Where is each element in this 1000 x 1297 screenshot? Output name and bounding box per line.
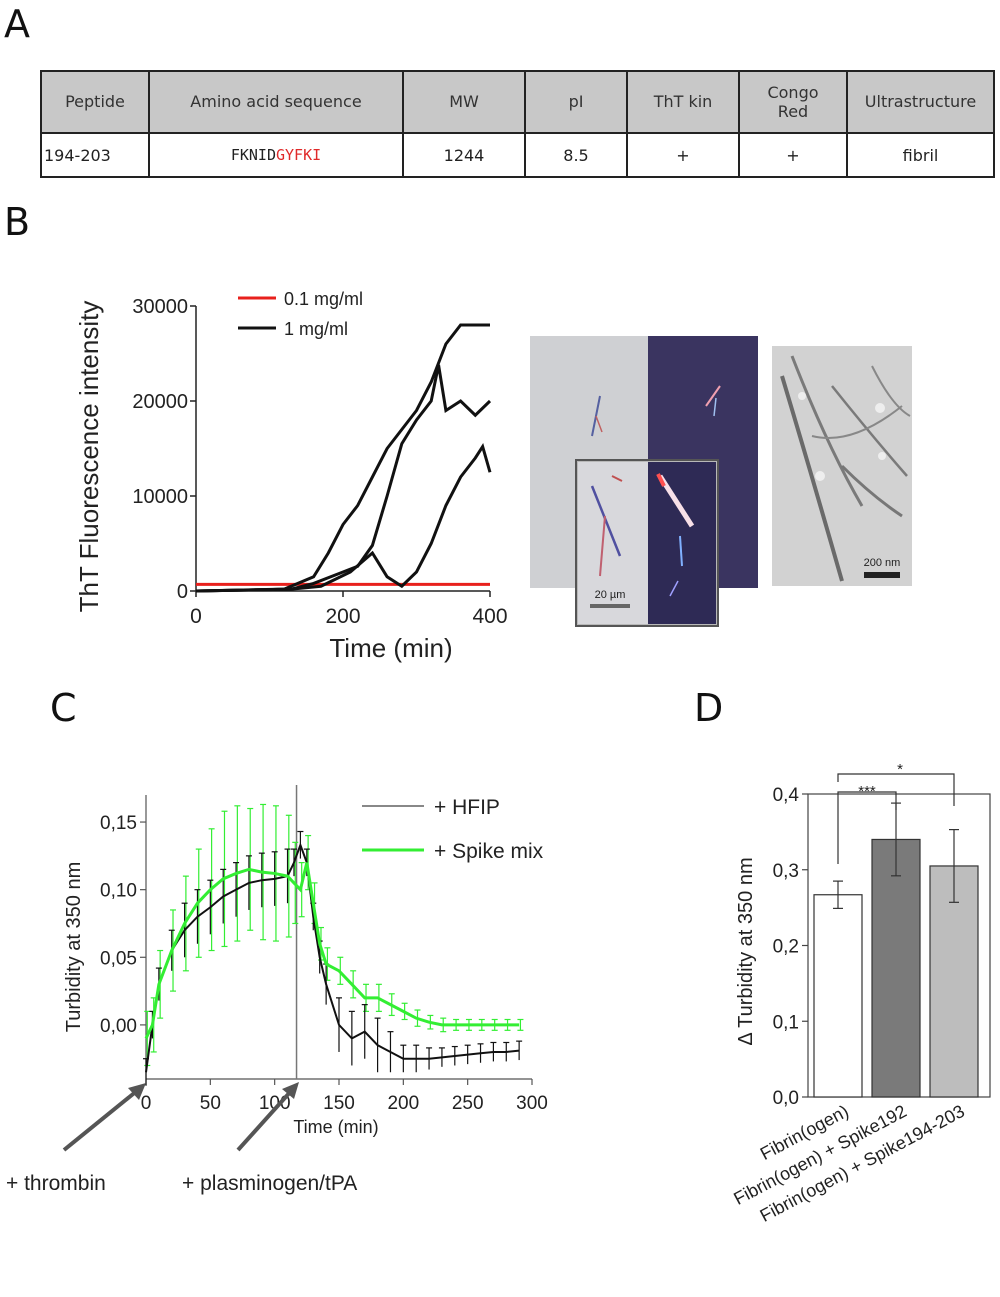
y-tick-label: 20000: [132, 391, 188, 413]
table-header-row: Peptide Amino acid sequence MW pI ThT ki…: [40, 70, 995, 134]
series-line: [195, 323, 490, 593]
cell-sequence: FKNIDGYFKI: [148, 132, 404, 178]
y-tick-label: 0,00: [100, 1016, 137, 1037]
y-tick-label: 0,05: [100, 948, 137, 969]
series-line: [144, 862, 520, 1040]
col-header: Congo Red: [738, 70, 848, 134]
col-header: ThT kin: [626, 70, 740, 134]
bar: [871, 838, 921, 1098]
sig-label: ***: [858, 783, 876, 800]
series-line: [195, 443, 492, 593]
y-tick-label: 0,10: [100, 881, 137, 902]
col-header: pI: [524, 70, 628, 134]
micrograph-em: 200 nm: [772, 346, 912, 586]
cell-ultra: fibril: [846, 132, 995, 178]
col-header: Amino acid sequence: [148, 70, 404, 134]
scale-bar-label: 200 nm: [864, 557, 901, 569]
cell-mw: 1244: [402, 132, 526, 178]
cell-pi: 8.5: [524, 132, 628, 178]
cell-peptide: 194-203: [40, 132, 150, 178]
series-line: [145, 842, 520, 1073]
col-header: Peptide: [40, 70, 150, 134]
congo-red-header: Congo Red: [767, 82, 819, 121]
table-row: 194-203 FKNIDGYFKI 1244 8.5 + + fibril: [40, 132, 995, 178]
panel-label-b: B: [4, 200, 31, 244]
y-tick-label: 0,0: [773, 1088, 799, 1109]
y-tick-label: 0: [177, 581, 188, 603]
y-tick-label: 0,3: [773, 861, 799, 882]
scale-bar-label: 20 µm: [595, 589, 626, 601]
arrow-head: [282, 1082, 299, 1099]
arrow-plasminogen: [236, 1088, 294, 1152]
bar: [813, 894, 863, 1098]
col-header: Ultrastructure: [846, 70, 995, 134]
annotation-plasminogen: + plasminogen/tPA: [182, 1172, 357, 1195]
y-tick-label: 30000: [132, 296, 188, 318]
cell-tht: +: [626, 132, 740, 178]
legend-label: + HFIP: [434, 796, 500, 819]
x-tick-label: 200: [325, 605, 360, 628]
cell-congo: +: [738, 132, 848, 178]
y-tick-label: 0,15: [100, 813, 137, 834]
micrograph-polarized: 20 µm: [530, 336, 758, 627]
sig-bracket: [837, 791, 897, 864]
arrow-head: [128, 1083, 146, 1100]
series-line: [195, 364, 492, 593]
y-tick-label: 0,2: [773, 937, 799, 958]
tht-chart: 0 10000 20000 30000 0 200 400 Time (min) ThT Flu…: [74, 289, 508, 663]
x-tick-label: 150: [323, 1093, 355, 1114]
legend-label: 1 mg/ml: [284, 319, 348, 339]
col-header: MW: [402, 70, 526, 134]
arrow-thrombin: [62, 1088, 140, 1152]
x-tick-label: 0: [141, 1093, 152, 1114]
sig-bracket: [837, 773, 955, 806]
legend-label: + Spike mix: [434, 840, 544, 863]
x-tick-label: 300: [516, 1093, 548, 1114]
y-tick-label: 10000: [132, 486, 188, 508]
x-axis-label: Time (min): [329, 633, 452, 663]
y-axis-label: Δ Turbidity at 350 nm: [735, 857, 757, 1045]
x-tick-label: 400: [472, 605, 507, 628]
y-tick-label: 0,1: [773, 1012, 799, 1033]
sig-label: *: [897, 761, 903, 778]
legend-label: 0.1 mg/ml: [284, 289, 363, 309]
panel-label-a: A: [4, 2, 30, 46]
peptide-table: Peptide Amino acid sequence MW pI ThT ki…: [40, 70, 995, 178]
annotation-thrombin: + thrombin: [6, 1172, 106, 1195]
y-axis-label: ThT Fluorescence intensity: [74, 301, 104, 613]
y-axis-label: Turbidity at 350 nm: [63, 862, 85, 1032]
x-tick-label: 0: [190, 605, 202, 628]
seq-red: GYFKI: [276, 146, 322, 164]
bar: [929, 865, 979, 1098]
seq-black: FKNID: [230, 146, 276, 164]
y-tick-label: 0,4: [773, 785, 800, 806]
panel-label-d: D: [694, 686, 724, 730]
panel-label-c: C: [50, 686, 77, 730]
x-axis-label: Time (min): [293, 1117, 378, 1137]
x-tick-label: 200: [387, 1093, 419, 1114]
x-tick-label: 50: [200, 1093, 221, 1114]
x-tick-label: 250: [452, 1093, 484, 1114]
